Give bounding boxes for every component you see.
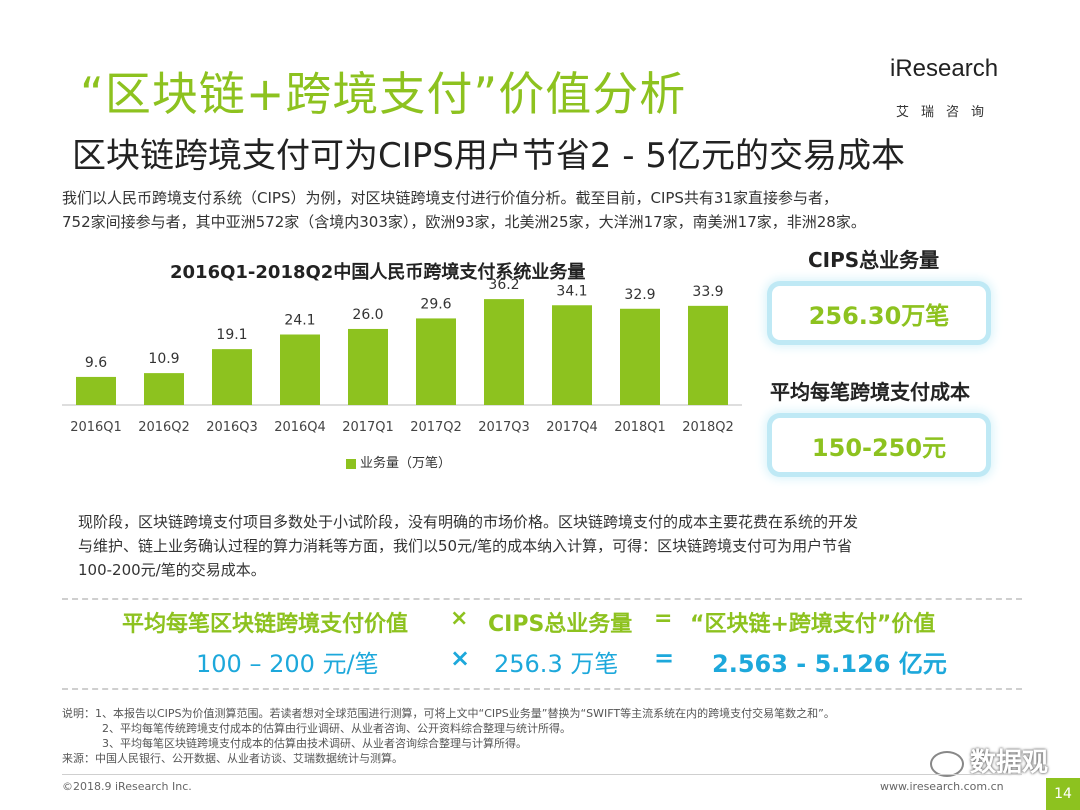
kpi-total-volume-value: 256.30万笔	[772, 286, 986, 340]
footnote-3: 3、平均每笔区块链跨境支付成本的估算由技术调研、从业者咨询综合整理与计算所得。	[102, 737, 527, 750]
bar-2018Q2	[688, 305, 728, 405]
x-tick-2016Q4: 2016Q4	[274, 420, 326, 435]
formula-value-equals: =	[654, 644, 675, 672]
kpi-total-volume-label: CIPS总业务量	[808, 248, 940, 272]
page-title: “区块链+跨境支付”价值分析	[80, 67, 687, 121]
data-label-2018Q1: 32.9	[624, 287, 655, 303]
divider-bottom	[62, 688, 1022, 690]
data-label-2016Q1: 9.6	[85, 355, 107, 371]
page-number: 14	[1046, 778, 1080, 810]
bar-chart: 2016Q1-2018Q2中国人民币跨境支付系统业务量 9.6 2016Q1 10.…	[62, 258, 742, 478]
data-label-2016Q4: 24.1	[284, 313, 315, 329]
data-label-2017Q3: 36.2	[488, 277, 519, 293]
chart-legend: 业务量（万笔）	[346, 452, 451, 471]
bar-2016Q4	[280, 334, 320, 405]
legend-swatch	[346, 458, 356, 469]
formula-term-b: CIPS总业务量	[488, 612, 633, 637]
watermark-text: 数据观	[970, 748, 1049, 778]
formula-value-times: ×	[450, 644, 471, 672]
footer-divider	[62, 774, 1022, 775]
bar-2016Q2	[144, 373, 184, 405]
logo-cn: 艾瑞咨询	[896, 105, 997, 120]
x-tick-2017Q3: 2017Q3	[478, 420, 530, 435]
footnotes: 说明：1、本报告以CIPS为价值测算范围。若读者想对全球范围进行测算，可将上文中…	[62, 706, 1022, 766]
intro-line-1: 我们以人民币跨境支付系统（CIPS）为例，对区块链跨境支付进行价值分析。截至目前…	[62, 189, 839, 207]
wechat-icon	[930, 750, 964, 777]
formula-term-c: “区块链+跨境支付”价值	[690, 612, 936, 637]
data-label-2017Q4: 34.1	[556, 283, 587, 299]
formula-value-a: 100 – 200 元/笔	[196, 650, 379, 678]
x-tick-2018Q2: 2018Q2	[682, 420, 734, 435]
chart-plot: 9.6 2016Q1 10.9 2016Q2 19.1 2016Q3 24.1 2016Q4 2…	[62, 277, 742, 435]
x-tick-2016Q1: 2016Q1	[70, 420, 122, 435]
page-subtitle: 区块链跨境支付可为CIPS用户节省2 - 5亿元的交易成本	[72, 136, 905, 176]
bar-2017Q2	[416, 318, 456, 405]
watermark: 数据观	[930, 742, 1048, 779]
x-tick-2017Q2: 2017Q2	[410, 420, 462, 435]
formula-equals: =	[654, 606, 673, 631]
x-tick-2016Q3: 2016Q3	[206, 420, 258, 435]
bar-2016Q1	[76, 376, 116, 405]
footer-url: www.iresearch.com.cn	[880, 780, 1004, 793]
bar-2017Q3	[484, 299, 524, 405]
kpi-avg-cost-value: 150-250元	[772, 418, 986, 472]
x-tick-2018Q1: 2018Q1	[614, 420, 666, 435]
data-label-2016Q2: 10.9	[148, 351, 179, 367]
data-label-2017Q2: 29.6	[420, 296, 451, 312]
kpi-avg-cost-label: 平均每笔跨境支付成本	[770, 380, 970, 404]
data-label-2018Q2: 33.9	[692, 284, 723, 300]
bar-2017Q1	[348, 328, 388, 405]
data-label-2016Q3: 19.1	[216, 327, 247, 343]
iresearch-logo: iResearch 艾瑞咨询	[890, 55, 1030, 125]
chart-title: 2016Q1-2018Q2中国人民币跨境支付系统业务量	[170, 262, 586, 283]
x-tick-2016Q2: 2016Q2	[138, 420, 190, 435]
data-label-2017Q1: 26.0	[352, 307, 383, 323]
formula-term-a: 平均每笔区块链跨境支付价值	[122, 612, 409, 637]
divider-top	[62, 598, 1022, 600]
copyright: ©2018.9 iResearch Inc.	[62, 780, 192, 793]
formula-value-b: 256.3 万笔	[494, 650, 619, 678]
bar-2016Q3	[212, 349, 252, 405]
note-line-1: 现阶段，区块链跨境支付项目多数处于小试阶段，没有明确的市场价格。区块链跨境支付的…	[78, 513, 859, 531]
footnote-source: 来源：中国人民银行、公开数据、从业者访谈、艾瑞数据统计与测算。	[62, 752, 403, 765]
legend-label: 业务量（万笔）	[360, 456, 452, 471]
formula-value-c: 2.563 - 5.126 亿元	[712, 650, 947, 678]
x-tick-2017Q1: 2017Q1	[342, 420, 394, 435]
footnote-1: 说明：1、本报告以CIPS为价值测算范围。若读者想对全球范围进行测算，可将上文中…	[62, 707, 835, 720]
x-tick-2017Q4: 2017Q4	[546, 420, 598, 435]
note-line-3: 100-200元/笔的交易成本。	[78, 561, 266, 579]
bar-2017Q4	[552, 305, 592, 405]
intro-line-2: 752家间接参与者，其中亚洲572家（含境内303家），欧洲93家，北美洲25家…	[62, 213, 866, 231]
bar-2018Q1	[620, 308, 660, 405]
analysis-paragraph: 现阶段，区块链跨境支付项目多数处于小试阶段，没有明确的市场价格。区块链跨境支付的…	[78, 510, 1028, 582]
note-line-2: 与维护、链上业务确认过程的算力消耗等方面，我们以50元/笔的成本纳入计算，可得：…	[78, 537, 853, 555]
intro-paragraph: 我们以人民币跨境支付系统（CIPS）为例，对区块链跨境支付进行价值分析。截至目前…	[62, 186, 1022, 234]
footnote-2: 2、平均每笔传统跨境支付成本的估算由行业调研、从业者咨询、公开资料综合整理与统计…	[102, 722, 571, 735]
logo-brand: iResearch	[890, 55, 999, 82]
formula-times: ×	[450, 606, 469, 631]
